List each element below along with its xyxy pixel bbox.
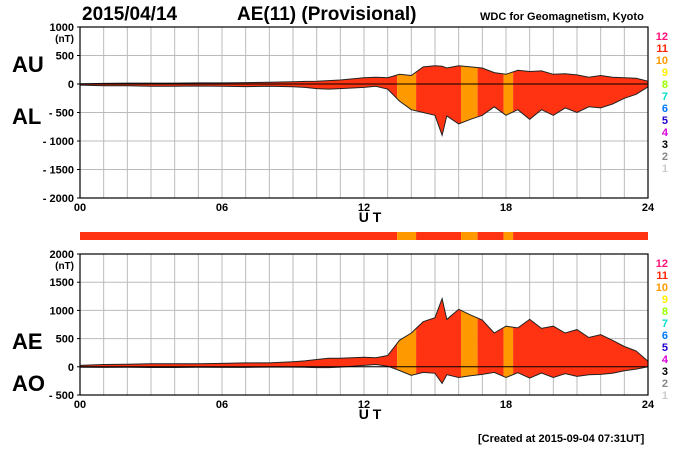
station-count-legend-item: 8 [662, 79, 668, 91]
station-count-legend-item: 4 [662, 354, 669, 366]
plot-title: AE(11) (Provisional) [237, 4, 417, 25]
ae-ao-xtick-label: 12 [358, 399, 370, 411]
au-al-ytick-label: 1000 [50, 22, 74, 34]
ae-ao-area-segment [416, 298, 461, 384]
au-al-ytick-label: - 2000 [43, 193, 74, 205]
au-al-area-segment [397, 72, 417, 111]
station-count-legend-item: 2 [662, 378, 668, 390]
station-count-legend-item: 3 [662, 366, 668, 378]
ae-ao-xaxis-label: U T [359, 406, 382, 422]
ae-ao-ao-line [79, 363, 649, 385]
ae-ao-ytick-label: 2000 [50, 249, 74, 261]
au-al-al-line [79, 84, 649, 138]
ae-ao-xtick-label: 00 [74, 399, 86, 411]
ae-ao-ytick-label: 0 [68, 362, 74, 374]
station-count-bar-segment [503, 232, 514, 240]
au-al-ytick-label: - 1000 [43, 136, 74, 148]
ae-ao-xtick-label: 06 [216, 399, 228, 411]
au-al-xtick-label: 18 [500, 202, 512, 214]
ae-ao-ytick-label: 1500 [50, 277, 74, 289]
station-count-legend-item: 12 [656, 258, 668, 270]
ae-ao-area-segment [397, 328, 417, 376]
plot-date: 2015/04/14 [82, 4, 178, 25]
station-count-legend-item: 2 [662, 151, 668, 163]
ae-ao-ytick-label: - 500 [49, 390, 74, 402]
station-count-legend-item: 10 [656, 282, 668, 294]
ae-ao-plot-frame [79, 253, 649, 396]
ae-ao-y-unit: (nT) [55, 261, 74, 272]
ae-ao-area-segment [477, 318, 504, 377]
ae-series-label: AE [12, 329, 43, 354]
station-count-legend-item: 7 [662, 318, 668, 330]
ae-ao-area-segment [461, 310, 478, 378]
station-count-bar-segment [416, 232, 462, 240]
data-source-label: WDC for Geomagnetism, Kyoto [480, 11, 644, 23]
station-count-legend-item: 10 [656, 55, 668, 67]
au-al-au-line [79, 65, 649, 85]
au-al-ytick-label: - 500 [49, 108, 74, 120]
ae-ao-ytick-label: 500 [56, 334, 74, 346]
station-count-legend-item: 5 [662, 342, 668, 354]
au-al-area-segment [461, 66, 478, 123]
station-count-legend-item: 1 [662, 163, 668, 175]
au-al-area-segment [503, 71, 514, 116]
created-timestamp: [Created at 2015-09-04 07:31UT] [478, 433, 645, 445]
station-count-legend-item: 6 [662, 330, 668, 342]
au-al-y-unit: (nT) [55, 34, 74, 45]
station-count-bar-segment [397, 232, 417, 240]
station-count-bar-segment [513, 232, 648, 240]
station-count-legend-item: 11 [656, 43, 668, 55]
au-al-ytick-label: - 1500 [43, 165, 74, 177]
au-al-ytick-label: 0 [68, 79, 74, 91]
au-al-xtick-label: 24 [642, 202, 655, 214]
ae-ao-ae-line [79, 296, 649, 366]
ae-ao-ytick-label: 1000 [50, 305, 74, 317]
station-count-legend-item: 6 [662, 103, 668, 115]
station-count-legend-item: 8 [662, 306, 668, 318]
au-al-area-segment [477, 67, 504, 117]
au-al-area-segment [513, 70, 648, 120]
station-count-bar-segment [461, 232, 478, 240]
au-al-xaxis-label: U T [359, 209, 382, 225]
au-al-area-segment [416, 65, 461, 136]
ae-ao-xtick-label: 18 [500, 399, 512, 411]
ae-ao-area-segment [503, 326, 514, 378]
station-count-legend-item: 1 [662, 390, 668, 402]
al-series-label: AL [12, 104, 42, 129]
station-count-legend-item: 11 [656, 270, 668, 282]
au-series-label: AU [12, 52, 44, 77]
au-al-ytick-label: 500 [56, 51, 74, 63]
au-al-xtick-label: 00 [74, 202, 86, 214]
au-al-xtick-label: 12 [358, 202, 370, 214]
ae-ao-area-segment [80, 343, 398, 370]
ao-series-label: AO [12, 371, 45, 396]
station-count-legend-item: 12 [656, 31, 668, 43]
station-count-legend-item: 3 [662, 139, 668, 151]
ae-ao-area-segment [513, 319, 648, 379]
station-count-legend-item: 4 [662, 127, 669, 139]
au-al-area-segment [80, 75, 398, 99]
station-count-bar-segment [477, 232, 504, 240]
station-count-legend-item: 9 [662, 67, 668, 79]
au-al-xtick-label: 06 [216, 202, 228, 214]
station-count-bar-segment [80, 232, 398, 240]
station-count-legend-item: 9 [662, 294, 668, 306]
ae-ao-xtick-label: 24 [642, 399, 655, 411]
station-count-legend-item: 5 [662, 115, 668, 127]
station-count-legend-item: 7 [662, 91, 668, 103]
